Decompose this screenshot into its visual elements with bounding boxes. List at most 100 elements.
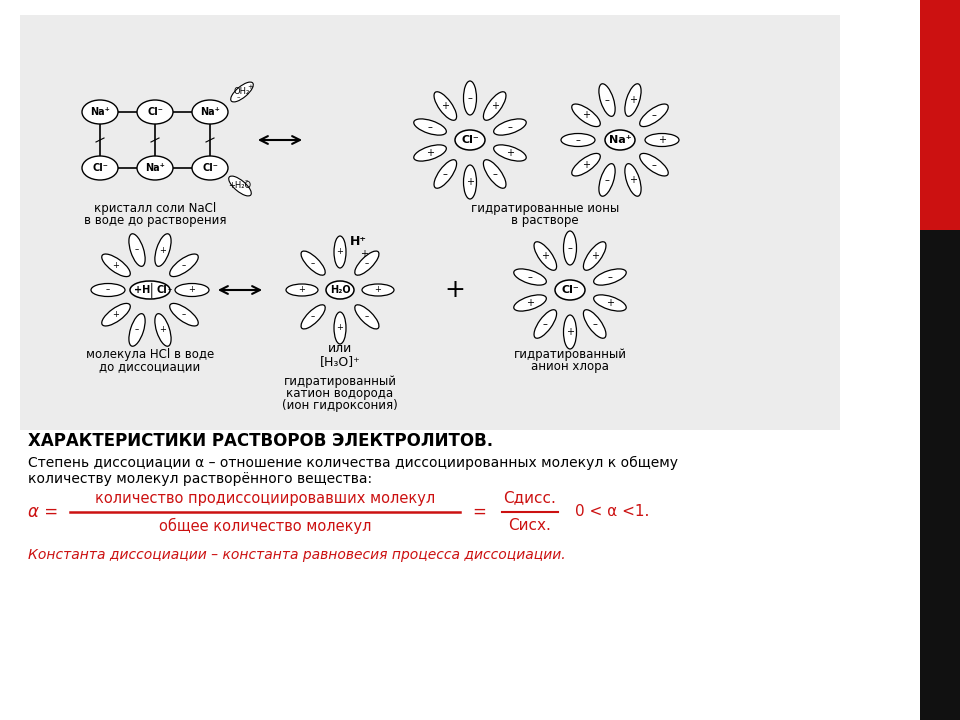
- Ellipse shape: [584, 242, 606, 270]
- Text: –: –: [652, 160, 657, 170]
- Ellipse shape: [555, 280, 585, 300]
- Text: +: +: [466, 177, 474, 187]
- Ellipse shape: [572, 104, 600, 127]
- Text: +: +: [426, 148, 434, 158]
- Text: +: +: [299, 286, 305, 294]
- Text: +: +: [360, 249, 368, 259]
- Text: –: –: [365, 258, 369, 268]
- Text: +: +: [541, 251, 549, 261]
- Text: гидратированный: гидратированный: [514, 348, 627, 361]
- Text: +: +: [337, 323, 344, 333]
- Ellipse shape: [464, 81, 476, 115]
- Text: OH₂: OH₂: [234, 88, 251, 96]
- Ellipse shape: [155, 234, 171, 266]
- Ellipse shape: [355, 251, 379, 275]
- Ellipse shape: [192, 156, 228, 180]
- Bar: [20, 15, 840, 430]
- Ellipse shape: [192, 100, 228, 124]
- Text: H⁺: H⁺: [349, 235, 367, 248]
- Ellipse shape: [564, 315, 577, 349]
- Text: –: –: [576, 135, 581, 145]
- Text: Na⁺: Na⁺: [609, 135, 632, 145]
- Text: в растворе: в растворе: [511, 214, 579, 227]
- Text: +: +: [491, 101, 498, 111]
- Ellipse shape: [625, 163, 641, 197]
- Text: анион хлора: анион хлора: [531, 360, 609, 373]
- Text: –: –: [135, 246, 139, 255]
- Text: +H: +H: [133, 285, 150, 295]
- Ellipse shape: [102, 303, 131, 326]
- Ellipse shape: [493, 119, 526, 135]
- Text: Cl⁻: Cl⁻: [92, 163, 108, 173]
- Ellipse shape: [355, 305, 379, 329]
- Ellipse shape: [599, 84, 615, 117]
- Ellipse shape: [414, 145, 446, 161]
- Text: Степень диссоциации α – отношение количества диссоциированных молекул к общему: Степень диссоциации α – отношение количе…: [28, 456, 678, 470]
- Text: –: –: [528, 272, 533, 282]
- Ellipse shape: [326, 281, 354, 299]
- Ellipse shape: [514, 295, 546, 311]
- Ellipse shape: [639, 104, 668, 127]
- Ellipse shape: [534, 310, 557, 338]
- Ellipse shape: [514, 269, 546, 285]
- Ellipse shape: [593, 295, 626, 311]
- Ellipse shape: [455, 130, 485, 150]
- Text: –: –: [468, 93, 472, 103]
- Text: –: –: [106, 286, 110, 294]
- Text: в воде до растворения: в воде до растворения: [84, 214, 227, 227]
- Ellipse shape: [82, 100, 118, 124]
- Text: +: +: [247, 84, 252, 90]
- Ellipse shape: [599, 163, 615, 197]
- Text: +: +: [629, 175, 637, 185]
- Text: –: –: [567, 243, 572, 253]
- Ellipse shape: [228, 176, 252, 196]
- Text: Cl⁻: Cl⁻: [147, 107, 163, 117]
- Text: ХАРАКТЕРИСТИКИ РАСТВОРОВ ЭЛЕКТРОЛИТОВ.: ХАРАКТЕРИСТИКИ РАСТВОРОВ ЭЛЕКТРОЛИТОВ.: [28, 432, 493, 450]
- Text: –: –: [244, 177, 248, 183]
- Text: +: +: [582, 160, 590, 170]
- Text: –: –: [508, 122, 513, 132]
- Text: +: +: [506, 148, 514, 158]
- Ellipse shape: [434, 91, 457, 120]
- Text: Na⁺: Na⁺: [200, 107, 220, 117]
- Ellipse shape: [645, 133, 679, 146]
- Ellipse shape: [334, 236, 346, 268]
- Ellipse shape: [564, 231, 577, 265]
- Text: гидратированный: гидратированный: [283, 375, 396, 388]
- Text: =: =: [472, 503, 486, 521]
- Text: кристалл соли NaCl: кристалл соли NaCl: [94, 202, 216, 215]
- Text: –: –: [608, 272, 612, 282]
- Text: +: +: [442, 101, 449, 111]
- Ellipse shape: [593, 269, 626, 285]
- Bar: [920, 230, 960, 720]
- Text: гидратированные ионы: гидратированные ионы: [470, 202, 619, 215]
- Bar: [920, 0, 960, 230]
- Text: –: –: [236, 94, 240, 100]
- Ellipse shape: [129, 234, 145, 266]
- Text: H₂O: H₂O: [329, 285, 350, 295]
- Ellipse shape: [91, 284, 125, 297]
- Text: +: +: [606, 298, 614, 308]
- Text: +: +: [582, 110, 590, 120]
- Text: +: +: [188, 286, 196, 294]
- Text: +H₂O: +H₂O: [228, 181, 252, 191]
- Text: –: –: [592, 319, 597, 329]
- Text: +: +: [159, 246, 166, 255]
- Bar: [20, 430, 840, 710]
- Text: +: +: [526, 298, 534, 308]
- Text: общее количество молекул: общее количество молекул: [158, 518, 372, 534]
- Text: (ион гидроксония): (ион гидроксония): [282, 399, 397, 412]
- Text: Na⁺: Na⁺: [145, 163, 165, 173]
- Ellipse shape: [414, 119, 446, 135]
- Ellipse shape: [464, 165, 476, 199]
- Ellipse shape: [484, 91, 506, 120]
- Text: –: –: [311, 258, 315, 268]
- Ellipse shape: [130, 281, 170, 299]
- Text: количество продиссоциировавших молекул: количество продиссоциировавших молекул: [95, 490, 435, 505]
- Text: +: +: [337, 248, 344, 256]
- Text: [H₃O]⁺: [H₃O]⁺: [320, 355, 360, 368]
- Text: количеству молекул растворённого вещества:: количеству молекул растворённого веществ…: [28, 472, 372, 486]
- Ellipse shape: [102, 254, 131, 276]
- Text: молекула HCl в воде: молекула HCl в воде: [85, 348, 214, 361]
- Text: –: –: [311, 312, 315, 321]
